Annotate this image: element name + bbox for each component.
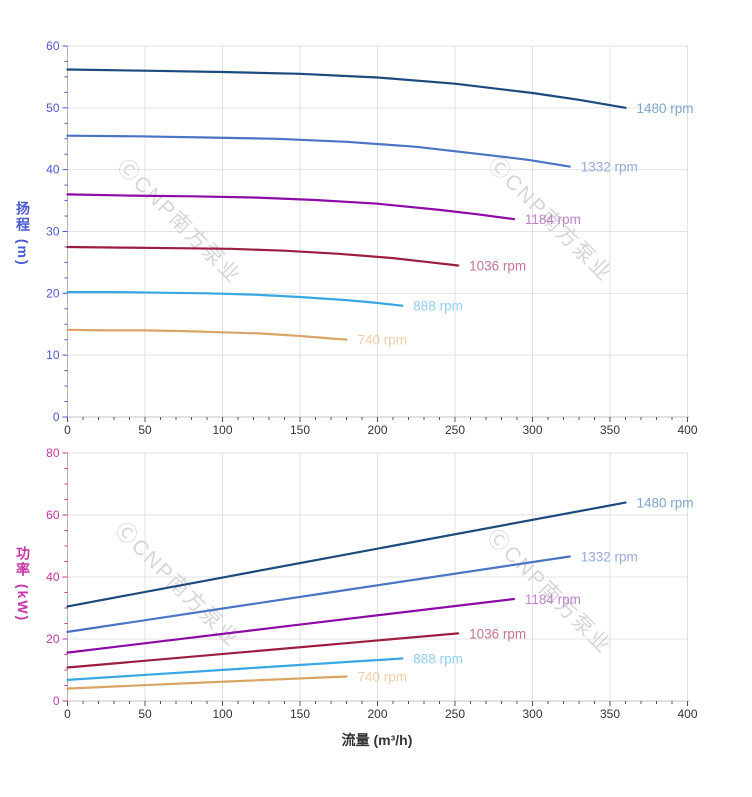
x-tick-label: 300 <box>522 423 542 437</box>
curve-740-rpm <box>66 675 348 690</box>
curve-label-888-rpm: 888 rpm <box>413 652 463 667</box>
x-tick-label: 50 <box>138 707 152 721</box>
x-tick-label: 50 <box>138 423 152 437</box>
curve-1036-rpm <box>66 245 460 267</box>
curve-label-1480-rpm: 1480 rpm <box>637 101 694 116</box>
curve-label-1480-rpm: 1480 rpm <box>637 496 694 511</box>
x-tick-label: 150 <box>290 707 310 721</box>
curve-label-740-rpm: 740 rpm <box>358 333 408 348</box>
curve-1184-rpm <box>66 193 516 221</box>
x-tick-label: 400 <box>677 707 697 721</box>
x-tick-label: 400 <box>677 423 697 437</box>
y-tick-label: 10 <box>46 348 60 362</box>
curve-label-1332-rpm: 1332 rpm <box>581 160 638 175</box>
x-tick-label: 200 <box>367 707 387 721</box>
curve-label-1332-rpm: 1332 rpm <box>581 550 638 565</box>
x-tick-label: 250 <box>445 707 465 721</box>
y-tick-label: 80 <box>46 446 60 460</box>
cnp-logo-watermark: ⒸCNP南方泵业 <box>112 155 245 288</box>
y-tick-label: 30 <box>46 225 60 239</box>
x-tick-label: 100 <box>212 707 232 721</box>
power-axis-title: 功率 (kW) <box>15 546 31 623</box>
head-axis-title: 扬程 (m) <box>15 201 31 267</box>
y-tick-label: 20 <box>46 632 60 646</box>
x-tick-label: 350 <box>600 707 620 721</box>
x-tick-label: 250 <box>445 423 465 437</box>
y-tick-label: 0 <box>53 694 60 708</box>
y-tick-label: 60 <box>46 508 60 522</box>
curve-888-rpm <box>66 657 404 681</box>
flow-axis-title: 流量 (m³/h) <box>341 732 413 748</box>
curve-label-1036-rpm: 1036 rpm <box>469 626 526 641</box>
x-tick-label: 0 <box>64 423 71 437</box>
curve-1332-rpm <box>66 555 571 633</box>
y-tick-label: 50 <box>46 101 60 115</box>
curve-1480-rpm <box>66 68 627 109</box>
curve-label-1036-rpm: 1036 rpm <box>469 259 526 274</box>
cnp-logo-watermark: ⒸCNP南方泵业 <box>110 518 243 651</box>
x-tick-label: 100 <box>212 423 232 437</box>
curve-1184-rpm <box>66 597 516 654</box>
y-tick-label: 0 <box>53 410 60 424</box>
curve-label-1184-rpm: 1184 rpm <box>525 592 581 607</box>
x-tick-label: 150 <box>290 423 310 437</box>
curve-1036-rpm <box>66 632 460 669</box>
curve-740-rpm <box>66 328 348 341</box>
y-tick-label: 40 <box>46 570 60 584</box>
x-tick-label: 300 <box>522 707 542 721</box>
x-tick-label: 0 <box>64 707 71 721</box>
y-tick-label: 20 <box>46 286 60 300</box>
curve-label-888-rpm: 888 rpm <box>413 299 463 314</box>
curve-1480-rpm <box>66 501 627 608</box>
y-tick-label: 60 <box>46 39 60 53</box>
x-tick-label: 200 <box>367 423 387 437</box>
curve-label-740-rpm: 740 rpm <box>358 670 408 685</box>
y-tick-label: 40 <box>46 163 60 177</box>
x-tick-label: 350 <box>600 423 620 437</box>
curve-label-1184-rpm: 1184 rpm <box>525 212 581 227</box>
curve-888-rpm <box>66 291 404 307</box>
curve-1332-rpm <box>66 134 571 168</box>
